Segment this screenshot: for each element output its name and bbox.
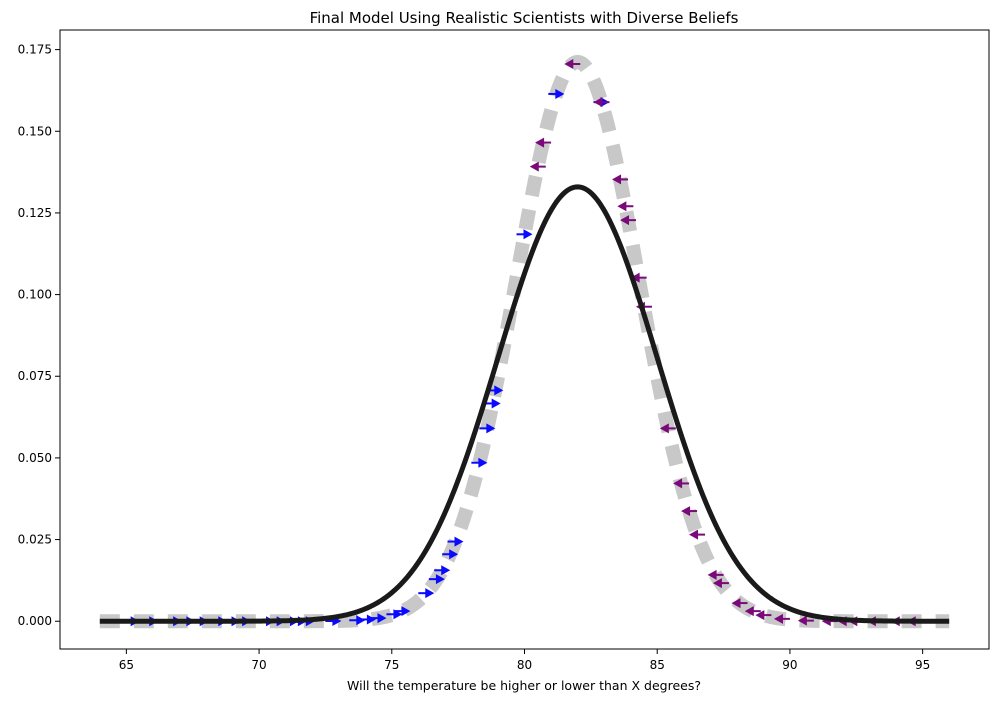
- lower-marker: [630, 272, 647, 283]
- higher-marker: [434, 565, 451, 576]
- lower-marker: [529, 161, 546, 172]
- x-tick-label: 65: [119, 658, 134, 672]
- higher-marker: [447, 536, 464, 547]
- series-layer: [99, 54, 950, 629]
- lower-marker: [797, 615, 814, 626]
- x-tick-label: 80: [517, 658, 532, 672]
- higher-marker: [471, 457, 488, 468]
- lower-marker: [744, 606, 761, 617]
- higher-marker: [428, 574, 445, 585]
- x-tick-label: 70: [251, 658, 266, 672]
- higher-marker: [516, 229, 533, 240]
- lower-marker: [681, 506, 698, 517]
- plot-area: [59, 29, 990, 650]
- lower-marker: [731, 598, 748, 609]
- lower-marker: [689, 529, 706, 540]
- lower-marker: [617, 201, 634, 212]
- y-tick-label: 0.125: [18, 206, 52, 220]
- y-tick-label: 0.050: [18, 451, 52, 465]
- y-tick-label: 0.000: [18, 614, 52, 628]
- lower-marker: [773, 613, 790, 624]
- lower-marker: [755, 610, 772, 621]
- x-tick-label: 75: [384, 658, 399, 672]
- higher-marker: [548, 88, 565, 99]
- lower-marker: [620, 215, 637, 226]
- lower-marker: [564, 59, 581, 70]
- lower-marker: [707, 569, 724, 580]
- y-tick-label: 0.075: [18, 369, 52, 383]
- y-tick-label: 0.175: [18, 43, 52, 57]
- x-tick-label: 85: [650, 658, 665, 672]
- x-tick-label: 90: [782, 658, 797, 672]
- final-model-line: [99, 184, 950, 624]
- lower-marker: [673, 478, 690, 489]
- lower-marker: [593, 97, 610, 108]
- higher-marker: [442, 549, 459, 560]
- higher-marker: [479, 423, 496, 434]
- x-tick-label: 95: [915, 658, 930, 672]
- y-tick-label: 0.150: [18, 124, 52, 138]
- tick-layer: 65 70 75 80 85 90 95 0.000 0.025 0.050 0.075 0.100 0…: [18, 43, 931, 672]
- higher-marker: [359, 614, 376, 625]
- higher-marker: [394, 606, 411, 617]
- higher-marker: [418, 588, 435, 599]
- y-tick-label: 0.100: [18, 288, 52, 302]
- lower-marker: [659, 423, 676, 434]
- higher-marker: [370, 613, 387, 624]
- lower-marker: [712, 578, 729, 589]
- lower-marker: [612, 174, 629, 185]
- x-axis-label: Will the temperature be higher or lower …: [347, 678, 701, 693]
- chart-title: Final Model Using Realistic Scientists w…: [310, 9, 739, 27]
- lower-marker: [535, 137, 552, 148]
- y-tick-label: 0.025: [18, 533, 52, 547]
